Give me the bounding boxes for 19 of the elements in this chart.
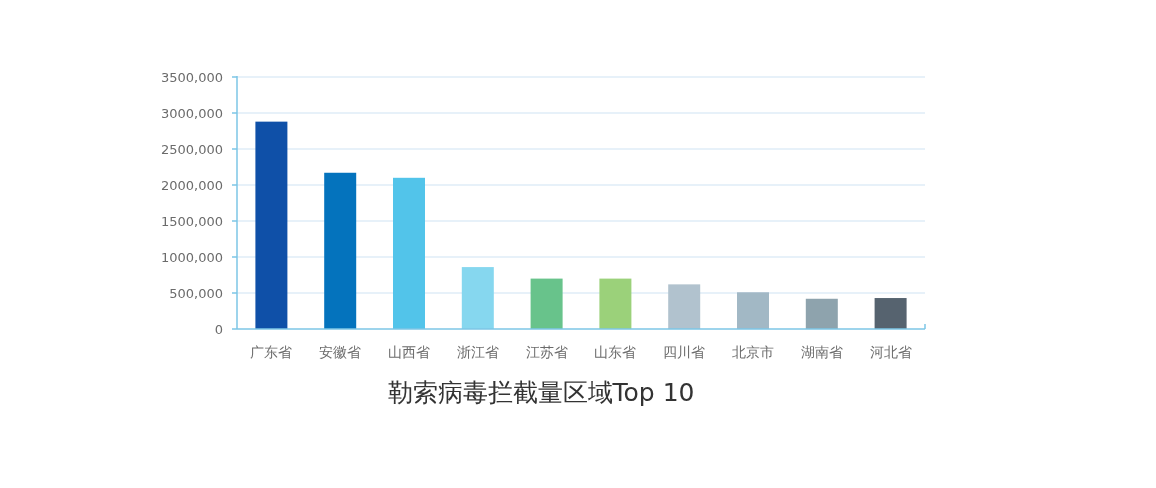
y-tick-label: 0 xyxy=(214,321,223,337)
x-tick-label: 浙江省 xyxy=(456,344,499,360)
y-tick-label: 1000,000 xyxy=(160,249,223,265)
y-tick-label: 500,000 xyxy=(169,285,223,301)
x-tick-label: 四川省 xyxy=(663,344,706,360)
y-tick-label: 3500,000 xyxy=(160,69,223,85)
x-tick-label: 广东省 xyxy=(250,344,293,360)
x-tick-label: 山东省 xyxy=(594,344,637,360)
x-tick-label: 湖南省 xyxy=(800,344,843,360)
y-tick-label: 3000,000 xyxy=(160,105,223,121)
text: 勒索病毒拦截量区域Top 10 xyxy=(387,378,695,407)
x-tick-label: 江苏省 xyxy=(525,344,568,360)
y-tick-label: 1500,000 xyxy=(160,213,223,229)
x-tick-label: 北京市 xyxy=(732,344,774,360)
x-tick-label: 山西省 xyxy=(388,344,430,360)
y-tick-label: 2500,000 xyxy=(160,141,223,157)
x-tick-label: 河北省 xyxy=(869,344,912,360)
x-tick-label: 安徽省 xyxy=(319,344,362,360)
y-tick-label: 2000,000 xyxy=(160,177,223,193)
